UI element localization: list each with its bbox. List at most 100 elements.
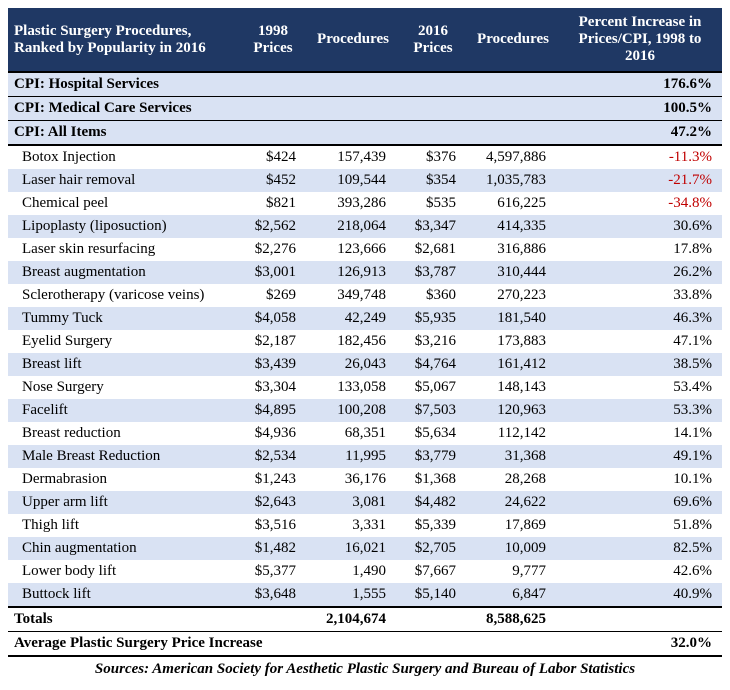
procedure-name: Botox Injection (8, 145, 238, 169)
table-row: Lower body lift$5,3771,490$7,6679,77742.… (8, 560, 722, 583)
cpi-pct: 47.2% (558, 121, 722, 146)
count-1998: 42,249 (308, 307, 398, 330)
procedure-name: Chemical peel (8, 192, 238, 215)
table-row: Eyelid Surgery$2,187182,456$3,216173,883… (8, 330, 722, 353)
pct-change: 42.6% (558, 560, 722, 583)
price-1998: $3,001 (238, 261, 308, 284)
cpi-row: CPI: Medical Care Services100.5% (8, 97, 722, 121)
price-1998: $821 (238, 192, 308, 215)
count-1998: 3,331 (308, 514, 398, 537)
pct-change: -34.8% (558, 192, 722, 215)
pct-change: 40.9% (558, 583, 722, 607)
table-row: Dermabrasion$1,24336,176$1,36828,26810.1… (8, 468, 722, 491)
price-2016: $2,681 (398, 238, 468, 261)
table-row: Chin augmentation$1,48216,021$2,70510,00… (8, 537, 722, 560)
count-2016: 10,009 (468, 537, 558, 560)
count-2016: 414,335 (468, 215, 558, 238)
count-2016: 24,622 (468, 491, 558, 514)
average-label: Average Plastic Surgery Price Increase (8, 632, 558, 657)
price-2016: $5,140 (398, 583, 468, 607)
pct-change: 53.3% (558, 399, 722, 422)
sources-text: Sources: American Society for Aesthetic … (8, 656, 722, 682)
count-1998: 68,351 (308, 422, 398, 445)
table-row: Upper arm lift$2,6433,081$4,48224,62269.… (8, 491, 722, 514)
price-1998: $2,276 (238, 238, 308, 261)
price-2016: $5,067 (398, 376, 468, 399)
count-1998: 393,286 (308, 192, 398, 215)
count-1998: 100,208 (308, 399, 398, 422)
price-1998: $1,482 (238, 537, 308, 560)
pct-change: 33.8% (558, 284, 722, 307)
pct-change: -11.3% (558, 145, 722, 169)
count-1998: 36,176 (308, 468, 398, 491)
pct-change: 38.5% (558, 353, 722, 376)
col-pct-increase: Percent Increase in Prices/CPI, 1998 to … (558, 8, 722, 72)
count-2016: 4,597,886 (468, 145, 558, 169)
col-2016-prices: 2016 Prices (398, 8, 468, 72)
pct-change: 69.6% (558, 491, 722, 514)
table-row: Breast augmentation$3,001126,913$3,78731… (8, 261, 722, 284)
procedure-name: Breast augmentation (8, 261, 238, 284)
procedure-name: Breast reduction (8, 422, 238, 445)
procedure-name: Tummy Tuck (8, 307, 238, 330)
count-2016: 161,412 (468, 353, 558, 376)
price-2016: $3,787 (398, 261, 468, 284)
count-2016: 181,540 (468, 307, 558, 330)
totals-row: Totals2,104,6748,588,625 (8, 607, 722, 632)
price-2016: $7,503 (398, 399, 468, 422)
pct-change: 82.5% (558, 537, 722, 560)
col-procedure: Plastic Surgery Procedures, Ranked by Po… (8, 8, 238, 72)
count-1998: 349,748 (308, 284, 398, 307)
cpi-pct: 176.6% (558, 72, 722, 97)
price-2016: $2,705 (398, 537, 468, 560)
price-2016: $376 (398, 145, 468, 169)
procedure-name: Chin augmentation (8, 537, 238, 560)
count-1998: 3,081 (308, 491, 398, 514)
price-2016: $7,667 (398, 560, 468, 583)
count-1998: 26,043 (308, 353, 398, 376)
price-2016: $4,482 (398, 491, 468, 514)
count-2016: 316,886 (468, 238, 558, 261)
count-1998: 11,995 (308, 445, 398, 468)
count-1998: 182,456 (308, 330, 398, 353)
price-2016: $5,935 (398, 307, 468, 330)
pct-change: 14.1% (558, 422, 722, 445)
procedure-name: Upper arm lift (8, 491, 238, 514)
table-row: Lipoplasty (liposuction)$2,562218,064$3,… (8, 215, 722, 238)
count-1998: 157,439 (308, 145, 398, 169)
table-row: Tummy Tuck$4,05842,249$5,935181,54046.3% (8, 307, 722, 330)
cpi-row: CPI: All Items47.2% (8, 121, 722, 146)
count-1998: 218,064 (308, 215, 398, 238)
table-row: Chemical peel$821393,286$535616,225-34.8… (8, 192, 722, 215)
price-1998: $2,534 (238, 445, 308, 468)
table-row: Nose Surgery$3,304133,058$5,067148,14353… (8, 376, 722, 399)
procedure-name: Thigh lift (8, 514, 238, 537)
pct-change: 47.1% (558, 330, 722, 353)
table-row: Laser hair removal$452109,544$3541,035,7… (8, 169, 722, 192)
procedure-name: Male Breast Reduction (8, 445, 238, 468)
procedure-name: Lipoplasty (liposuction) (8, 215, 238, 238)
count-1998: 109,544 (308, 169, 398, 192)
totals-2016: 8,588,625 (468, 607, 558, 632)
pct-change: 53.4% (558, 376, 722, 399)
count-2016: 6,847 (468, 583, 558, 607)
count-1998: 133,058 (308, 376, 398, 399)
count-2016: 173,883 (468, 330, 558, 353)
pct-change: 26.2% (558, 261, 722, 284)
totals-1998: 2,104,674 (308, 607, 398, 632)
price-2016: $3,216 (398, 330, 468, 353)
price-1998: $424 (238, 145, 308, 169)
procedure-name: Facelift (8, 399, 238, 422)
cpi-name: CPI: Medical Care Services (8, 97, 238, 121)
count-2016: 270,223 (468, 284, 558, 307)
pct-change: 10.1% (558, 468, 722, 491)
count-2016: 17,869 (468, 514, 558, 537)
table-row: Breast reduction$4,93668,351$5,634112,14… (8, 422, 722, 445)
count-1998: 16,021 (308, 537, 398, 560)
table-row: Breast lift$3,43926,043$4,764161,41238.5… (8, 353, 722, 376)
procedure-name: Sclerotherapy (varicose veins) (8, 284, 238, 307)
count-1998: 1,490 (308, 560, 398, 583)
count-1998: 126,913 (308, 261, 398, 284)
col-1998-prices: 1998 Prices (238, 8, 308, 72)
table-row: Botox Injection$424157,439$3764,597,886-… (8, 145, 722, 169)
